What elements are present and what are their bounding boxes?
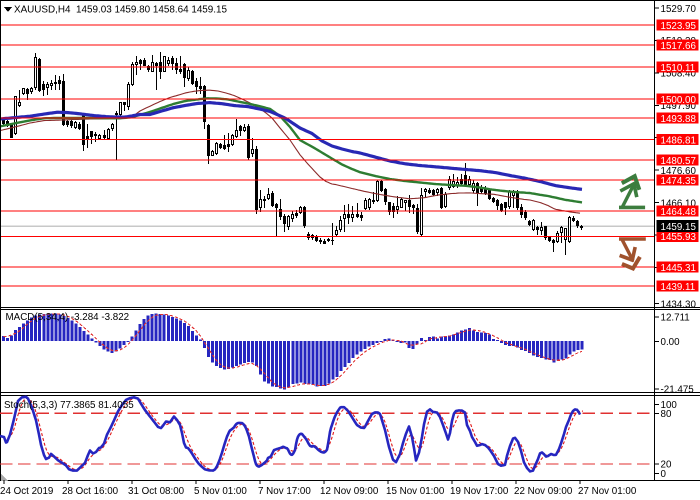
svg-text:31 Oct 08:00: 31 Oct 08:00: [128, 486, 185, 497]
svg-text:7 Nov 17:00: 7 Nov 17:00: [258, 486, 311, 497]
svg-text:1510.11: 1510.11: [661, 63, 696, 74]
svg-text:1466.10: 1466.10: [661, 198, 697, 209]
svg-text:1474.35: 1474.35: [661, 176, 697, 187]
svg-text:1455.93: 1455.93: [661, 232, 697, 243]
svg-text:24 Oct 2019: 24 Oct 2019: [0, 486, 53, 497]
svg-text:1480.57: 1480.57: [661, 156, 696, 167]
svg-text:1500.00: 1500.00: [661, 95, 697, 106]
svg-text:1439.11: 1439.11: [661, 282, 696, 293]
svg-text:1476.60: 1476.60: [661, 166, 697, 177]
svg-text:20: 20: [661, 460, 672, 471]
svg-text:5 Nov 01:00: 5 Nov 01:00: [194, 486, 247, 497]
svg-text:-21.475: -21.475: [661, 385, 695, 396]
svg-text:27 Nov 01:00: 27 Nov 01:00: [578, 486, 637, 497]
svg-text:19 Nov 17:00: 19 Nov 17:00: [450, 486, 509, 497]
svg-text:1445.31: 1445.31: [661, 263, 696, 274]
svg-text:100: 100: [661, 400, 678, 411]
svg-text:1497.90: 1497.90: [661, 101, 697, 112]
svg-text:XAUUSD,H4 1459.03 1459.80 145: XAUUSD,H4 1459.03 1459.80 1458.64 1459.1…: [14, 5, 228, 16]
svg-text:1517.66: 1517.66: [661, 41, 697, 52]
svg-text:22 Nov 09:00: 22 Nov 09:00: [514, 486, 573, 497]
svg-text:1434.30: 1434.30: [661, 299, 697, 310]
svg-text:0.00: 0.00: [661, 337, 681, 348]
svg-text:1529.70: 1529.70: [661, 4, 697, 15]
svg-text:15 Nov 01:00: 15 Nov 01:00: [386, 486, 445, 497]
svg-text:12 Nov 09:00: 12 Nov 09:00: [320, 486, 379, 497]
svg-text:1459.15: 1459.15: [661, 222, 697, 233]
svg-text:28 Oct 16:00: 28 Oct 16:00: [62, 486, 119, 497]
svg-text:1523.95: 1523.95: [661, 21, 697, 32]
svg-text:1486.81: 1486.81: [661, 135, 696, 146]
svg-text:1464.48: 1464.48: [661, 207, 697, 218]
svg-text:0: 0: [661, 469, 667, 480]
svg-text:Stoch(5,3,3) 77.3865 81.4055: Stoch(5,3,3) 77.3865 81.4055: [4, 400, 134, 411]
svg-text:80: 80: [661, 409, 672, 420]
svg-text:1508.40: 1508.40: [661, 69, 697, 80]
svg-text:12.711: 12.711: [661, 313, 690, 324]
svg-text:1493.88: 1493.88: [661, 114, 697, 125]
svg-text:MACD(5,34,4) -3.284 -3.822: MACD(5,34,4) -3.284 -3.822: [6, 312, 130, 323]
